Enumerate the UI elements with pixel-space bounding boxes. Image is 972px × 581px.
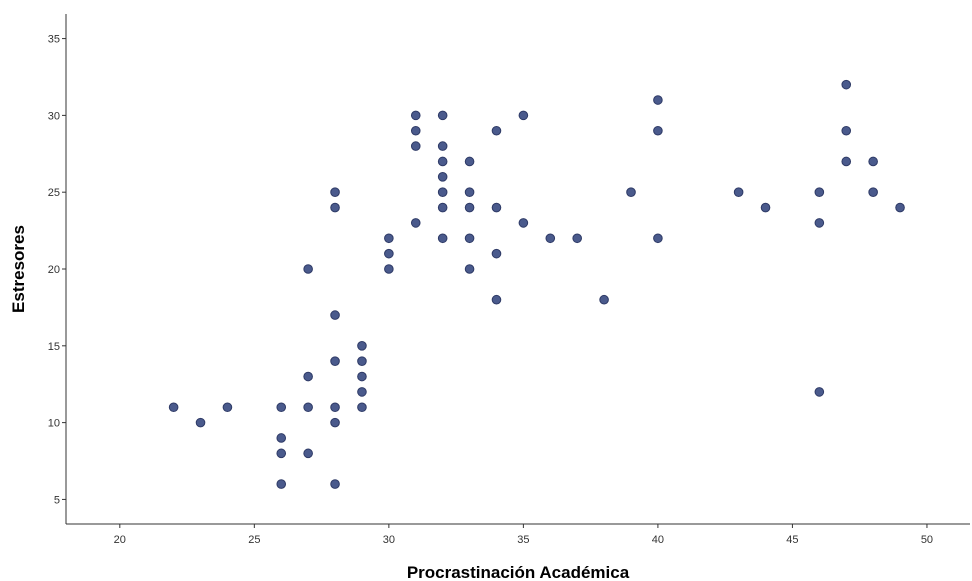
data-point: [760, 202, 771, 213]
data-point: [841, 125, 852, 136]
data-point: [437, 156, 448, 167]
data-point: [733, 187, 744, 197]
data-point: [303, 448, 313, 459]
data-point: [330, 187, 340, 197]
data-point: [895, 202, 905, 213]
data-point: [545, 233, 556, 244]
data-point: [518, 110, 529, 121]
data-point: [814, 187, 825, 197]
data-point: [276, 479, 287, 489]
data-point: [464, 202, 475, 213]
y-tick-label: 25: [48, 187, 60, 199]
y-axis-ticks: 5 10 15 20 25 30 35: [48, 34, 66, 506]
data-point: [572, 233, 582, 244]
data-point: [357, 356, 367, 366]
data-point: [518, 218, 529, 228]
data-point: [437, 110, 448, 121]
data-point: [384, 264, 394, 274]
data-point: [195, 417, 206, 428]
data-point: [330, 479, 340, 489]
data-point: [491, 294, 502, 305]
data-point: [653, 95, 663, 105]
data-point: [464, 187, 475, 197]
data-point: [841, 156, 852, 167]
data-point: [168, 402, 179, 413]
data-point: [464, 264, 475, 274]
data-point: [303, 264, 313, 274]
data-point: [330, 356, 340, 366]
data-point: [330, 310, 340, 320]
y-tick-label: 30: [48, 110, 60, 122]
data-point: [491, 248, 502, 259]
data-point: [437, 141, 448, 151]
data-point: [330, 417, 340, 428]
data-point: [330, 202, 340, 213]
data-point: [653, 233, 663, 244]
x-axis-ticks: 20 25 30 35 40 45 50: [114, 524, 933, 546]
x-tick-label: 35: [517, 534, 529, 546]
data-point: [384, 248, 394, 259]
x-tick-label: 30: [383, 534, 395, 546]
data-point: [222, 402, 233, 413]
x-tick-label: 20: [114, 534, 126, 546]
data-point: [437, 202, 448, 213]
data-point: [437, 233, 448, 244]
data-point: [491, 125, 502, 136]
data-point: [814, 387, 825, 397]
data-point: [437, 172, 448, 182]
data-point: [868, 156, 878, 167]
data-points: [168, 79, 905, 489]
data-point: [868, 187, 878, 197]
data-point: [464, 233, 475, 244]
data-point: [437, 187, 448, 197]
x-tick-label: 25: [248, 534, 260, 546]
data-point: [653, 125, 663, 136]
data-point: [357, 341, 367, 351]
y-tick-label: 35: [48, 34, 60, 46]
data-point: [410, 218, 421, 228]
data-point: [599, 294, 609, 305]
data-point: [491, 202, 502, 213]
data-point: [464, 156, 475, 167]
data-point: [357, 371, 367, 382]
data-point: [303, 371, 313, 382]
data-point: [841, 79, 852, 90]
data-point: [410, 125, 421, 136]
y-axis-title: Estresores: [9, 225, 28, 313]
y-tick-label: 15: [48, 341, 60, 353]
data-point: [276, 448, 287, 459]
data-point: [410, 110, 421, 121]
data-point: [276, 433, 287, 443]
x-tick-label: 50: [921, 534, 933, 546]
y-tick-label: 10: [48, 418, 60, 430]
data-point: [276, 402, 287, 413]
x-tick-label: 45: [786, 534, 798, 546]
data-point: [357, 387, 367, 397]
data-point: [410, 141, 421, 151]
y-tick-label: 20: [48, 264, 60, 276]
y-tick-label: 5: [54, 494, 60, 506]
x-axis-title: Procrastinación Académica: [407, 563, 630, 581]
x-tick-label: 40: [652, 534, 664, 546]
data-point: [626, 187, 636, 197]
data-point: [357, 402, 367, 413]
data-point: [303, 402, 313, 413]
data-point: [814, 218, 825, 228]
data-point: [384, 233, 394, 244]
data-point: [330, 402, 340, 413]
